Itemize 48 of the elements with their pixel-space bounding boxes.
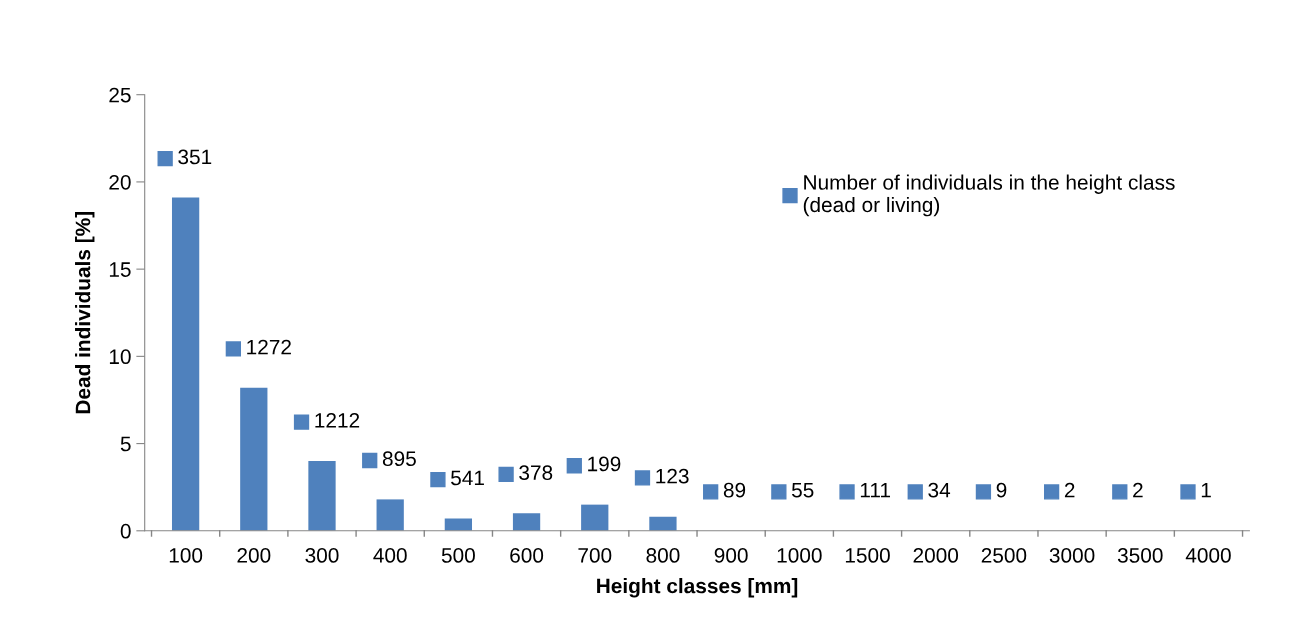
x-tick-label: 2000 — [913, 548, 959, 563]
y-tick-label: 20 — [109, 174, 131, 190]
x-tick-label: 4000 — [1185, 548, 1231, 563]
y-axis-title: Dead individuals [%] — [75, 212, 95, 414]
annotation: 55 — [791, 482, 814, 498]
annotation: 541 — [451, 470, 484, 486]
x-tick-label: 700 — [578, 548, 612, 563]
annotation: 1272 — [247, 339, 291, 355]
bar — [308, 461, 336, 531]
y-tick-label: 0 — [120, 523, 131, 539]
y-tick-label: 15 — [109, 262, 131, 277]
annotation: 351 — [178, 149, 212, 165]
bar — [240, 387, 268, 531]
bar — [171, 197, 200, 531]
annotation: 199 — [588, 456, 621, 472]
y-tick-label: 10 — [109, 349, 131, 365]
x-tick-label: 300 — [305, 548, 339, 563]
annotation: 123 — [656, 468, 689, 484]
x-tick-label: 1500 — [845, 548, 890, 563]
annotation: 2 — [1064, 482, 1075, 498]
bar — [512, 513, 541, 531]
annotation: 1212 — [315, 412, 360, 428]
y-tick-label: 25 — [109, 87, 131, 103]
x-tick-label: 2500 — [981, 548, 1027, 563]
x-tick-label: 900 — [714, 548, 748, 563]
x-axis-title: Height classes [mm] — [597, 577, 798, 598]
x-tick-label: 600 — [510, 548, 544, 563]
annotation: 89 — [723, 482, 746, 498]
x-tick-label: 800 — [646, 548, 680, 563]
annotation: 895 — [382, 451, 416, 467]
bar — [581, 504, 609, 531]
annotation: 378 — [519, 465, 553, 481]
annotation: 9 — [996, 482, 1007, 498]
x-tick-label: 200 — [237, 548, 271, 563]
bar — [649, 516, 677, 531]
annotation: 2 — [1133, 482, 1143, 498]
x-tick-label: 400 — [373, 548, 407, 563]
annotation: 111 — [860, 482, 890, 498]
y-tick-label: 5 — [120, 436, 131, 452]
x-tick-label: 3500 — [1117, 548, 1163, 563]
x-tick-label: 500 — [441, 548, 475, 563]
x-tick-label: 1000 — [777, 548, 822, 563]
annotation: 34 — [928, 482, 951, 498]
legend-label: Number of individuals in the height class (dead or living) — [803, 174, 1175, 217]
x-tick-label: 3000 — [1049, 548, 1095, 563]
bar — [376, 499, 404, 531]
annotation: 1 — [1201, 482, 1211, 498]
x-tick-label: 100 — [169, 548, 203, 563]
